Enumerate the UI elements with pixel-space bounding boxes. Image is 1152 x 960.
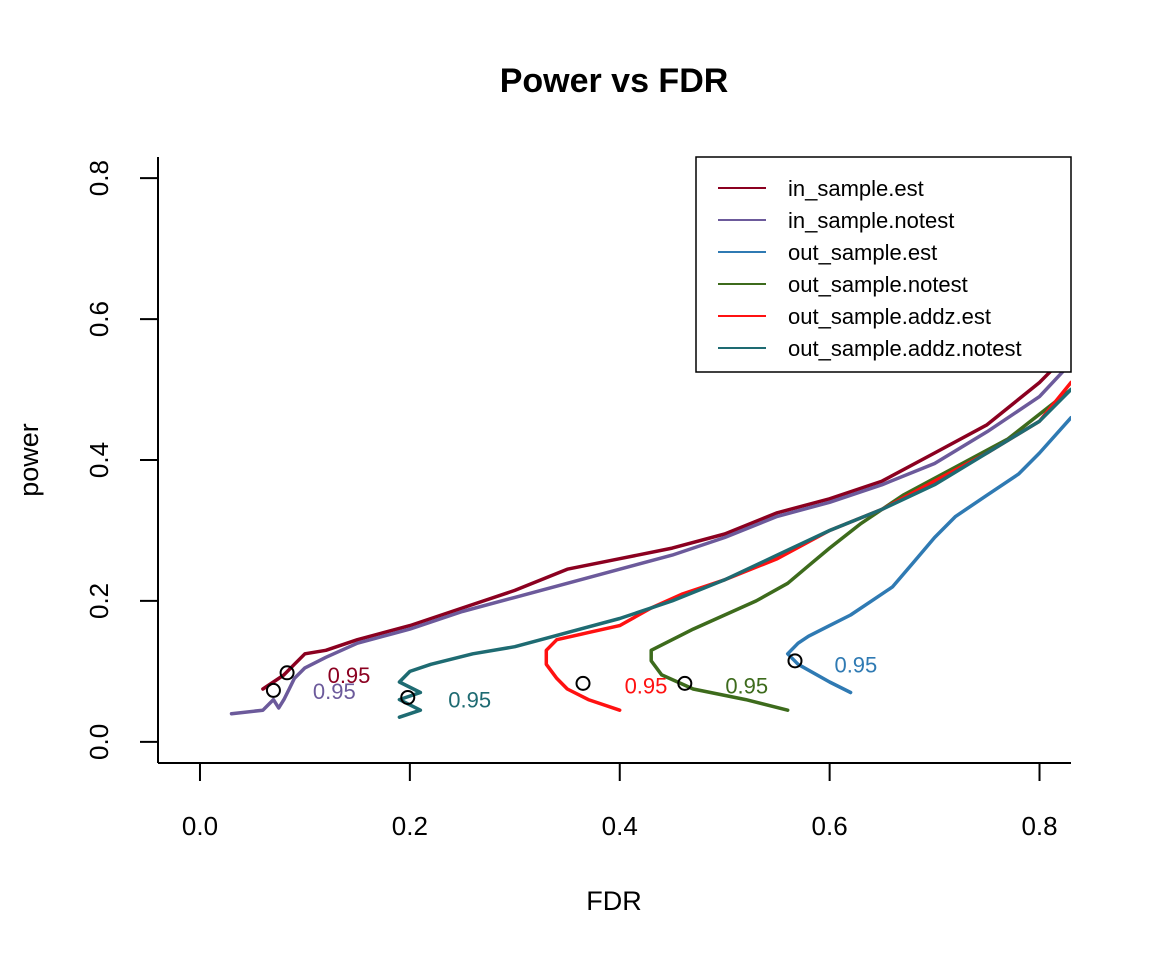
axes: 0.0 0.2 0.4 0.6 0.8 0.0 0.2 0.4 0.6 0.8 [84,157,1071,841]
series-line-out-sample-addz-est [544,380,1071,712]
threshold-marker-out-sample-est [787,653,803,669]
legend-label-out-sample-est: out_sample.est [788,240,937,265]
legend: in_sample.est in_sample.notest out_sample.… [695,156,1072,373]
threshold-marker-out-sample-addz-notest [400,689,416,705]
legend-box [695,156,1072,373]
x-tick-label: 0.0 [182,811,218,841]
legend-label-out-sample-addz-est: out_sample.addz.est [788,304,991,329]
legend-label-in-sample-notest: in_sample.notest [788,208,954,233]
series-line-out-sample-est [785,415,1071,695]
x-tick-label: 0.4 [602,811,638,841]
x-tick-label: 0.8 [1021,811,1057,841]
legend-label-out-sample-addz-notest: out_sample.addz.notest [788,336,1022,361]
series-line-out-sample-notest [649,387,1071,712]
legend-label-in-sample-est: in_sample.est [788,176,924,201]
threshold-marker-out-sample-addz-est [575,675,591,691]
threshold-label-in-sample-est: 0.95 [328,663,371,688]
threshold-marker-out-sample-notest [677,675,693,691]
threshold-label-out-sample-addz-est: 0.95 [625,673,668,698]
y-tick-label: 0.2 [84,583,114,619]
legend-label-out-sample-notest: out_sample.notest [788,272,968,297]
y-tick-label: 0.8 [84,160,114,196]
threshold-label-out-sample-addz-notest: 0.95 [448,688,491,713]
chart-title: Power vs FDR [500,62,729,100]
x-axis-label: FDR [586,886,642,916]
threshold-marker-in-sample-notest [265,682,281,698]
threshold-marker-in-sample-est [279,665,295,681]
x-tick-label: 0.2 [392,811,428,841]
y-tick-label: 0.4 [84,442,114,478]
y-tick-label: 0.6 [84,301,114,337]
y-axis-label: power [14,423,44,497]
y-tick-label: 0.0 [84,724,114,760]
series-line-in-sample-est [261,359,1063,691]
series-line-out-sample-addz-notest [397,387,1071,719]
x-tick-label: 0.6 [812,811,848,841]
threshold-label-out-sample-notest: 0.95 [725,673,768,698]
threshold-label-in-sample-notest: 0.95 [313,679,356,704]
series-line-in-sample-notest [229,366,1068,716]
series-lines [229,359,1071,719]
threshold-label-out-sample-est: 0.95 [834,652,877,677]
plot-area: 0.950.950.950.950.950.95 [229,359,1071,719]
